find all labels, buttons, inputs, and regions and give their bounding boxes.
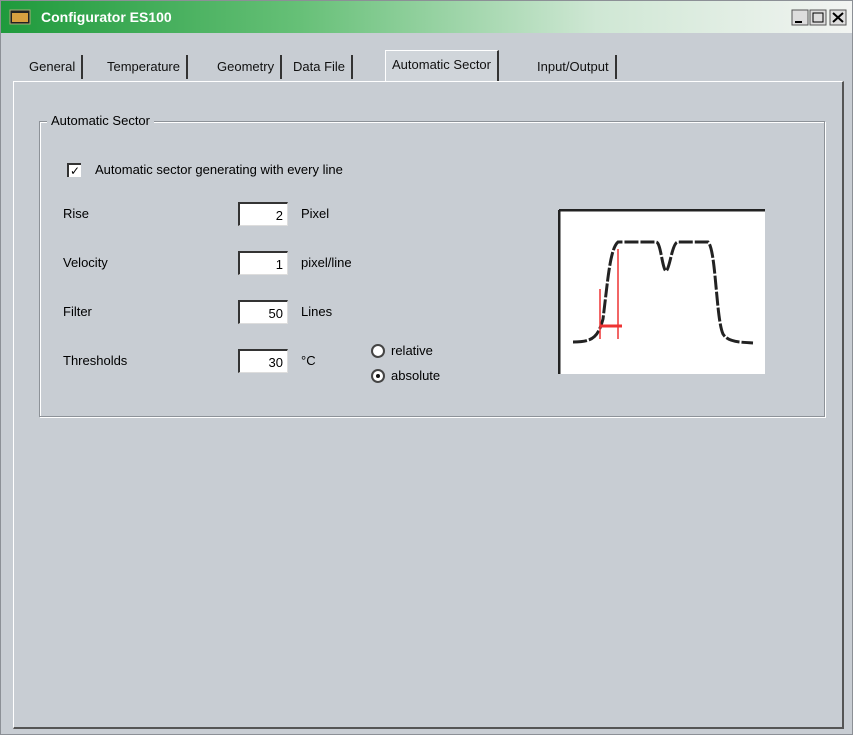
tab[interactable]: General: [23, 55, 83, 79]
number-input[interactable]: 50: [238, 300, 288, 324]
tab[interactable]: Geometry: [211, 55, 282, 79]
profile-preview: [558, 209, 766, 375]
field-label: Velocity: [63, 255, 108, 270]
field-label: Thresholds: [63, 353, 127, 368]
tab[interactable]: Temperature: [101, 55, 188, 79]
number-input[interactable]: 1: [238, 251, 288, 275]
unit-label: °C: [301, 353, 316, 368]
unit-label: Lines: [301, 304, 332, 319]
window-title: Configurator ES100: [41, 9, 172, 25]
radio-button[interactable]: [371, 344, 385, 358]
unit-label: Pixel: [301, 206, 329, 221]
number-input[interactable]: 2: [238, 202, 288, 226]
number-input[interactable]: 30: [238, 349, 288, 373]
radio-button[interactable]: [371, 369, 385, 383]
tab[interactable]: Automatic Sector: [385, 50, 499, 81]
checkbox[interactable]: ✓: [67, 163, 81, 177]
tab[interactable]: Input/Output: [531, 55, 617, 79]
radio-label: relative: [391, 343, 433, 358]
tab[interactable]: Data File: [287, 55, 353, 79]
title-bar: Configurator ES100: [1, 1, 852, 33]
radio-label: absolute: [391, 368, 440, 383]
group-title: Automatic Sector: [47, 113, 154, 128]
window: Configurator ES100 Automatic Sector Gene…: [0, 0, 853, 735]
radio-dot: [376, 374, 380, 378]
app-icon: [9, 9, 31, 25]
checkbox-label: Automatic sector generating with every l…: [95, 162, 343, 177]
unit-label: pixel/line: [301, 255, 352, 270]
field-label: Rise: [63, 206, 89, 221]
field-label: Filter: [63, 304, 92, 319]
window-controls[interactable]: [791, 9, 849, 27]
